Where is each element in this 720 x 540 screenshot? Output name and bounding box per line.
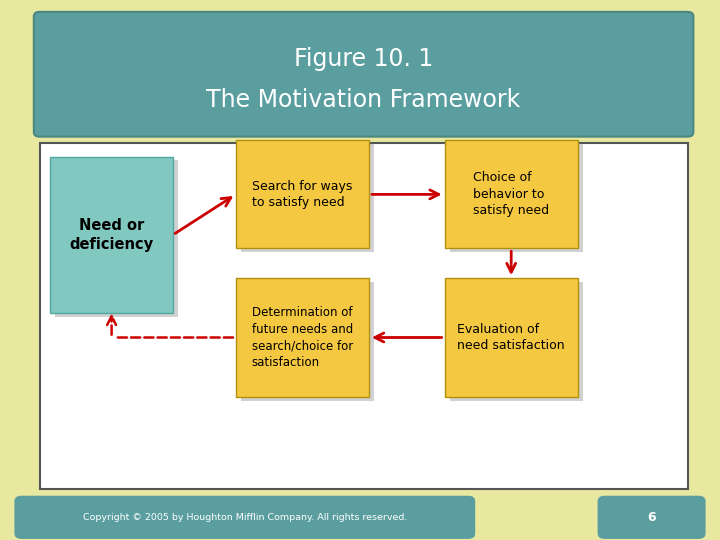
Text: 6: 6 [647, 511, 656, 524]
FancyBboxPatch shape [598, 496, 706, 539]
FancyBboxPatch shape [240, 282, 374, 401]
FancyBboxPatch shape [444, 278, 577, 397]
FancyBboxPatch shape [50, 157, 173, 313]
FancyBboxPatch shape [236, 278, 369, 397]
FancyBboxPatch shape [40, 143, 688, 489]
Text: Determination of
future needs and
search/choice for
satisfaction: Determination of future needs and search… [252, 306, 353, 369]
Text: Search for ways
to satisfy need: Search for ways to satisfy need [252, 180, 353, 209]
Text: The Motivation Framework: The Motivation Framework [207, 88, 521, 112]
FancyBboxPatch shape [240, 144, 374, 252]
Text: Evaluation of
need satisfaction: Evaluation of need satisfaction [457, 323, 565, 352]
FancyBboxPatch shape [236, 140, 369, 248]
FancyBboxPatch shape [34, 12, 693, 137]
Text: Figure 10. 1: Figure 10. 1 [294, 48, 433, 71]
FancyBboxPatch shape [14, 496, 475, 539]
FancyBboxPatch shape [444, 140, 577, 248]
Text: Choice of
behavior to
satisfy need: Choice of behavior to satisfy need [473, 171, 549, 218]
FancyBboxPatch shape [55, 160, 178, 317]
Text: Need or
deficiency: Need or deficiency [70, 218, 153, 252]
FancyBboxPatch shape [449, 282, 582, 401]
FancyBboxPatch shape [449, 144, 582, 252]
Text: Copyright © 2005 by Houghton Mifflin Company. All rights reserved.: Copyright © 2005 by Houghton Mifflin Com… [83, 513, 407, 522]
